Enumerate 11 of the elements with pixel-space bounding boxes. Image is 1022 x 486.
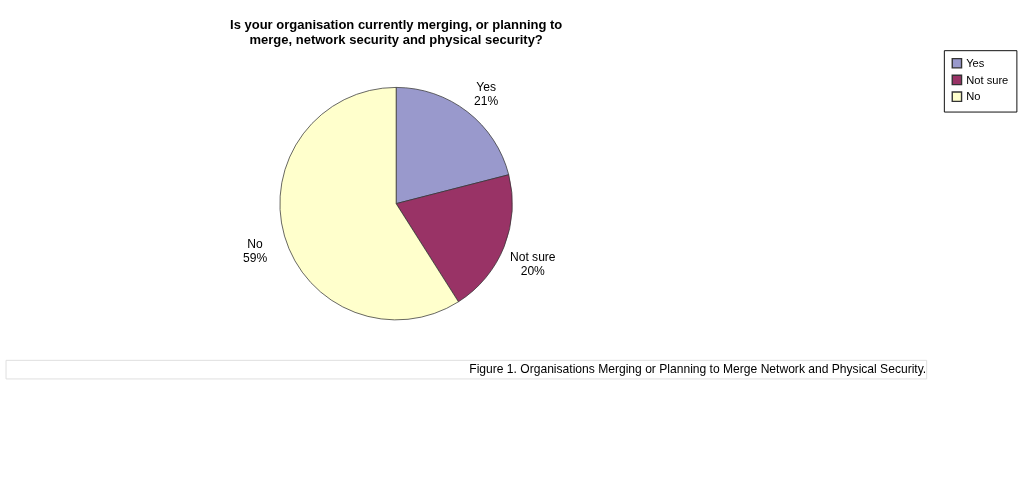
slice-label: Yes bbox=[476, 80, 497, 95]
slice-label: No bbox=[247, 237, 264, 252]
chart-title: Is your organisation currently merging, or planning to merge, network security and physical security? bbox=[230, 16, 563, 47]
data-label: 21% bbox=[474, 94, 499, 109]
slice-label: Not sure bbox=[509, 250, 556, 265]
data-label: 20% bbox=[520, 264, 546, 279]
legend-label: Yes bbox=[966, 56, 985, 69]
legend-label: No bbox=[966, 90, 981, 103]
legend-label: Not sure bbox=[966, 73, 1009, 86]
data-label: 59% bbox=[242, 251, 268, 266]
caption: Figure 1. Organisations Merging or Planning to Merge Network and Physical Security. bbox=[469, 361, 927, 376]
